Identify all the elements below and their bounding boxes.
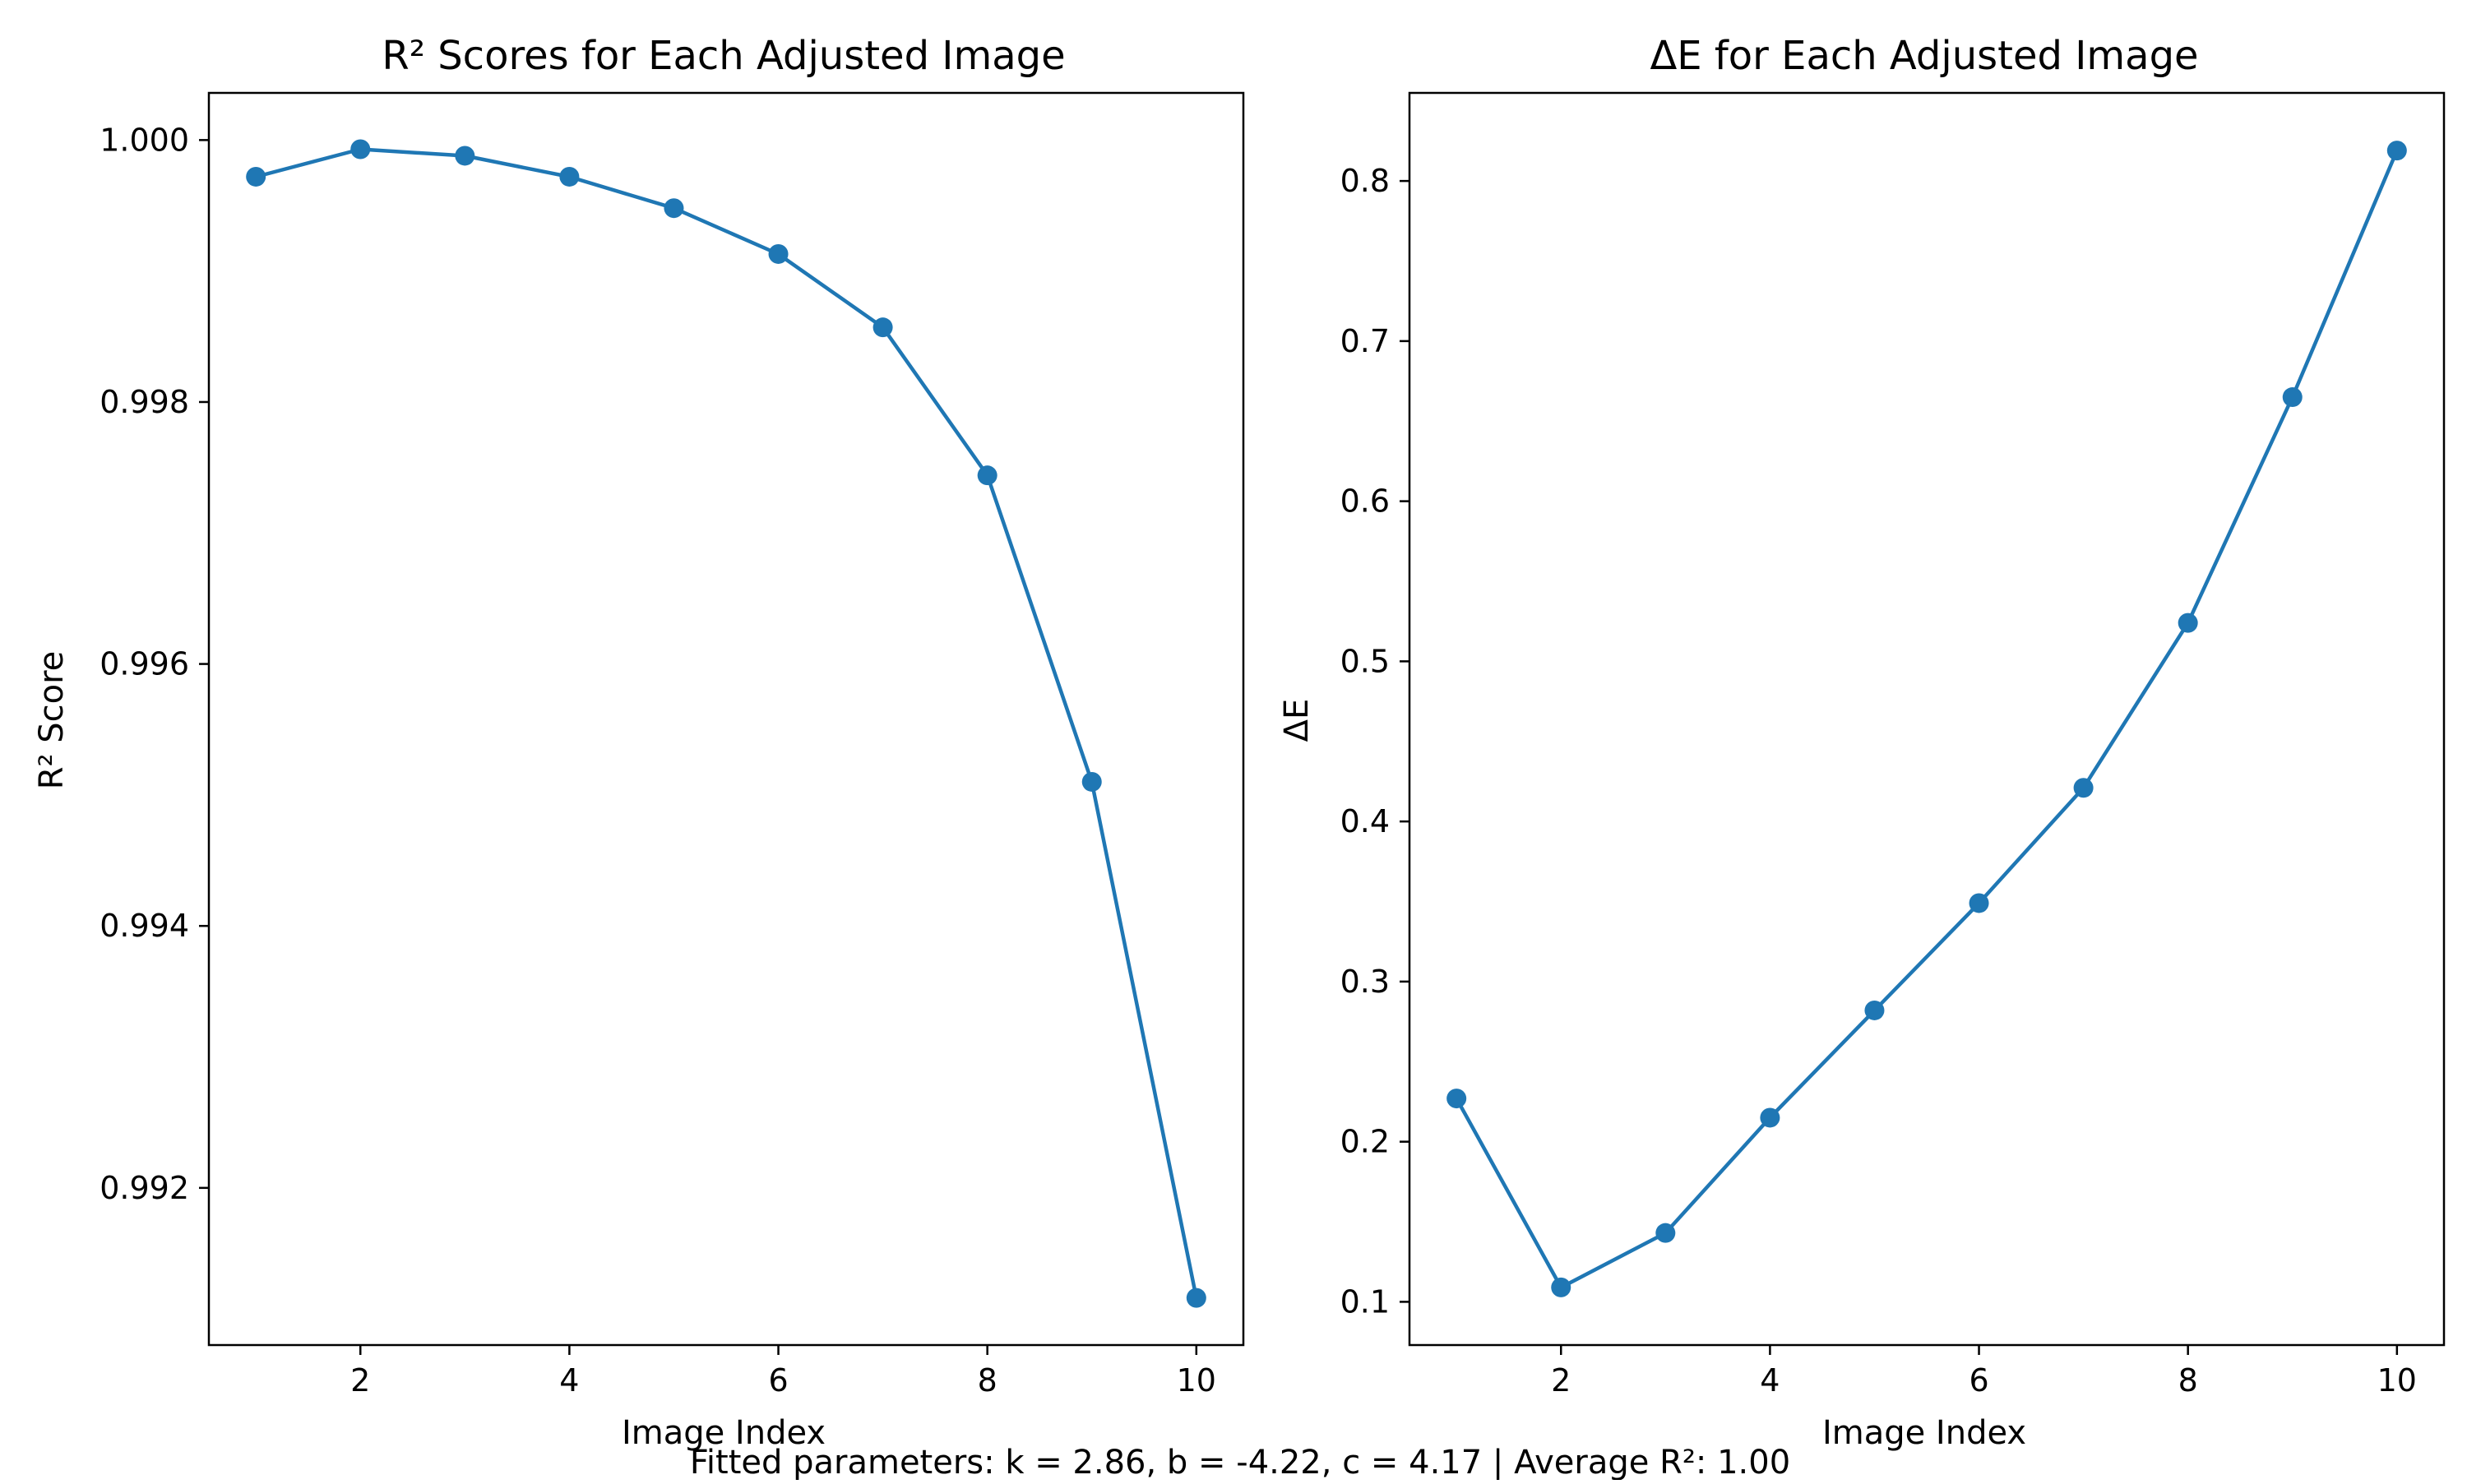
r2-data-point: [1186, 1288, 1206, 1308]
r2-y-tick-label: 0.998: [100, 384, 189, 420]
r2-y-tick-label: 1.000: [100, 122, 189, 158]
delta-e-chart-panel: ΔE for Each Adjusted Image Image Index Δ…: [1278, 33, 2446, 1452]
delta-e-x-tick-label: 6: [1969, 1362, 1988, 1398]
r2-x-axis-label: Image Index: [622, 1414, 826, 1452]
delta-e-data-point: [1446, 1089, 1467, 1109]
delta-e-data-point: [2178, 613, 2198, 633]
r2-x-tick-label: 2: [350, 1362, 370, 1398]
delta-e-y-tick-label: 0.8: [1340, 163, 1390, 199]
delta-e-x-axis-label: Image Index: [1822, 1414, 2026, 1452]
delta-e-data-point: [2282, 387, 2303, 408]
r2-y-tick-label: 0.992: [100, 1170, 189, 1206]
delta-e-x-tick-label: 4: [1760, 1362, 1780, 1398]
r2-data-point: [559, 166, 580, 187]
r2-y-tick-label: 0.996: [100, 646, 189, 682]
r2-data-point: [455, 146, 475, 166]
fitted-parameters-caption: Fitted parameters: k = 2.86, b = -4.22, …: [690, 1444, 1790, 1480]
delta-e-data-point: [1969, 893, 1989, 913]
r2-data-point: [664, 198, 684, 219]
delta-e-data-point: [1864, 1000, 1885, 1020]
delta-e-x-tick-label: 10: [2377, 1362, 2417, 1398]
delta-e-y-axis-label: ΔE: [1278, 699, 1316, 742]
delta-e-axes-frame: [1408, 91, 2446, 1347]
delta-e-y-tick-label: 0.7: [1340, 323, 1390, 359]
delta-e-y-tick-label: 0.6: [1340, 483, 1390, 520]
r2-data-point: [350, 139, 371, 159]
r2-x-tick-label: 6: [768, 1362, 788, 1398]
delta-e-x-tick-label: 2: [1551, 1362, 1571, 1398]
delta-e-y-tick-label: 0.1: [1340, 1283, 1390, 1320]
r2-y-tick-label: 0.994: [100, 908, 189, 944]
delta-e-y-tick-label: 0.4: [1340, 803, 1390, 839]
delta-e-y-tick-label: 0.3: [1340, 964, 1390, 1000]
r2-series-line: [253, 147, 1199, 1300]
r2-data-point: [872, 317, 893, 338]
delta-e-x-tick-label: 8: [2178, 1362, 2198, 1398]
delta-e-data-point: [2386, 141, 2407, 161]
delta-e-data-point: [1551, 1277, 1571, 1297]
r2-data-point: [246, 166, 266, 187]
r2-y-axis-label: R² Score: [33, 651, 71, 790]
r2-x-tick-label: 8: [978, 1362, 997, 1398]
delta-e-data-point: [2073, 778, 2094, 798]
r2-chart-panel: R² Scores for Each Adjusted Image Image …: [33, 33, 1245, 1452]
r2-data-point: [768, 243, 789, 264]
r2-x-tick-label: 4: [559, 1362, 579, 1398]
delta-e-y-tick-label: 0.2: [1340, 1124, 1390, 1160]
r2-data-point: [977, 465, 997, 486]
delta-e-y-tick-label: 0.5: [1340, 643, 1390, 679]
r2-chart-title: R² Scores for Each Adjusted Image: [382, 33, 1065, 79]
r2-data-point: [1081, 771, 1102, 792]
delta-e-chart-title: ΔE for Each Adjusted Image: [1650, 33, 2198, 79]
r2-axes-frame: [207, 91, 1245, 1347]
delta-e-data-point: [1760, 1107, 1780, 1128]
delta-e-data-point: [1655, 1223, 1676, 1243]
r2-x-tick-label: 10: [1177, 1362, 1216, 1398]
delta-e-series-line: [1454, 148, 2400, 1290]
